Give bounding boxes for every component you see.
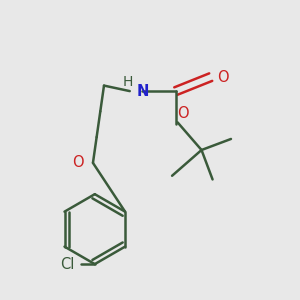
Text: O: O bbox=[178, 106, 189, 121]
Text: N: N bbox=[137, 84, 149, 99]
Text: Cl: Cl bbox=[60, 256, 74, 272]
Text: O: O bbox=[72, 155, 84, 170]
Text: H: H bbox=[123, 75, 134, 89]
Text: O: O bbox=[218, 70, 229, 85]
